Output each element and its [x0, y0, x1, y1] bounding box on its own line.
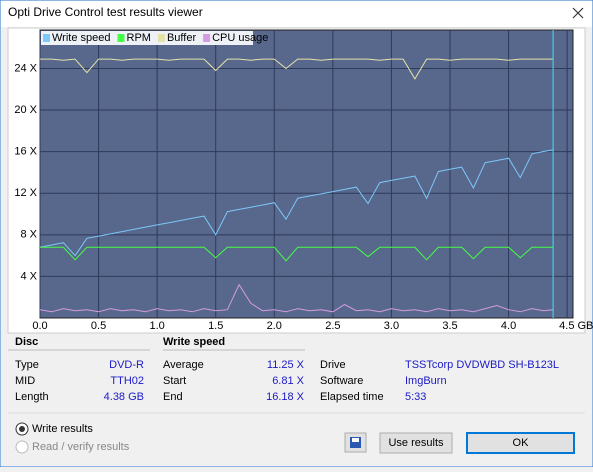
plot-area — [39, 29, 574, 319]
button[interactable] — [379, 432, 453, 454]
field-value: TSSTcorp DVDWBD SH-B123L — [405, 359, 559, 371]
field-label: Elapsed time — [320, 391, 384, 403]
field-label: End — [163, 391, 183, 403]
field-value: DVD-R — [109, 359, 144, 371]
legend-label: RPM — [127, 32, 151, 44]
button[interactable] — [466, 432, 575, 454]
window-title: Opti Drive Control test results viewer — [8, 5, 203, 19]
field-value: 5:33 — [405, 391, 426, 403]
x-tick-label: 4.5 GB — [559, 320, 593, 332]
radio-label[interactable]: Write results — [32, 423, 93, 435]
series-line — [39, 283, 554, 313]
field-value: TTH02 — [110, 375, 144, 387]
close-button[interactable] — [572, 7, 584, 19]
series-line — [39, 149, 554, 257]
x-tick-label: 4.0 — [501, 320, 516, 332]
field-label: Start — [163, 375, 186, 387]
field-value: ImgBurn — [405, 375, 447, 387]
field-value: 6.81 X — [272, 375, 304, 387]
field-label: Average — [163, 359, 204, 371]
series-line — [40, 246, 554, 262]
y-tick-label: 4 X — [20, 270, 37, 282]
button-label[interactable]: OK — [513, 437, 530, 449]
save-icon-label — [352, 438, 359, 442]
field-label: Type — [15, 359, 39, 371]
series-line — [40, 58, 554, 80]
field-value: 11.25 X — [267, 359, 305, 371]
x-tick-label: 0.5 — [91, 320, 106, 332]
field-label: Drive — [320, 359, 346, 371]
save-icon — [350, 437, 361, 448]
legend-box — [41, 31, 253, 45]
x-tick-label: 3.0 — [384, 320, 399, 332]
legend-swatch — [43, 34, 50, 42]
field-value: 4.38 GB — [104, 391, 144, 403]
section-heading: Write speed — [163, 336, 225, 348]
field-value: 16.18 X — [266, 391, 305, 403]
legend-label: CPU usage — [212, 32, 268, 44]
radio[interactable] — [15, 440, 29, 454]
x-tick-label: 2.5 — [325, 320, 340, 332]
legend-swatch — [157, 34, 165, 42]
x-tick-label: 2.0 — [267, 320, 282, 332]
legend-label: Write speed — [52, 32, 111, 44]
x-tick-label: 0.0 — [32, 320, 47, 332]
field-label: Length — [15, 391, 49, 403]
y-tick-label: 12 X — [14, 187, 37, 199]
radio-label[interactable]: Read / verify results — [32, 441, 130, 453]
y-tick-label: 24 X — [14, 62, 37, 74]
section-heading: Disc — [15, 336, 38, 348]
x-tick-label: 1.0 — [149, 320, 164, 332]
x-tick-label: 1.5 — [208, 320, 223, 332]
legend-swatch — [203, 34, 211, 42]
y-tick-label: 8 X — [20, 229, 37, 241]
field-label: Software — [320, 375, 363, 387]
x-tick-label: 3.5 — [442, 320, 457, 332]
y-tick-label: 16 X — [14, 146, 37, 158]
title-bar — [1, 1, 592, 27]
field-label: MID — [15, 375, 35, 387]
button-label[interactable]: Use results — [388, 437, 444, 449]
y-tick-label: 20 X — [14, 104, 37, 116]
legend-label: Buffer — [167, 32, 196, 44]
radio-dot — [19, 426, 25, 432]
legend-swatch — [117, 34, 125, 42]
